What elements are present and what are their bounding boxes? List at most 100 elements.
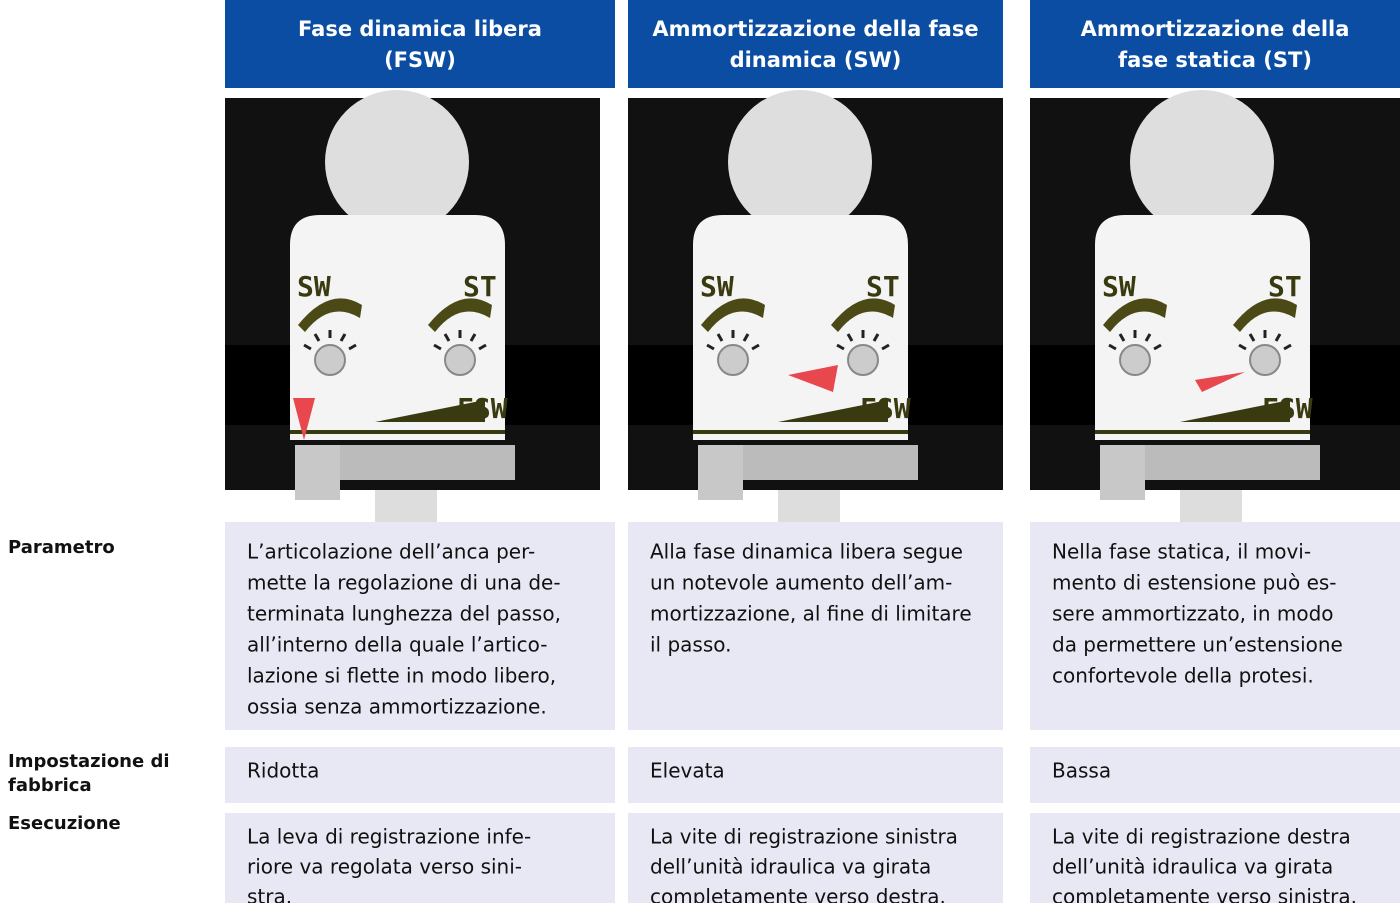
dial-tick bbox=[339, 333, 347, 342]
label: ST bbox=[866, 270, 900, 303]
label: SW bbox=[297, 270, 331, 303]
dial bbox=[314, 344, 346, 376]
dial-tick bbox=[1108, 343, 1117, 351]
cell-text: sere ammortizzato, in modo bbox=[1052, 602, 1334, 626]
cell-text: Nella fase statica, il movi- bbox=[1052, 540, 1311, 564]
dial-tick bbox=[742, 333, 750, 342]
header-cell bbox=[225, 0, 615, 88]
cell-text: confortevole della protesi. bbox=[1052, 664, 1314, 688]
dial-tick bbox=[716, 333, 724, 342]
cell-text: dell’unità idraulica va girata bbox=[1052, 855, 1333, 879]
label: SW bbox=[700, 270, 734, 303]
header-text: fase statica (ST) bbox=[1118, 48, 1312, 72]
ramp bbox=[1180, 400, 1290, 422]
dial-tick bbox=[1248, 333, 1256, 342]
dial-tick bbox=[1238, 343, 1247, 351]
cell-background bbox=[225, 813, 615, 903]
label: ST bbox=[1268, 270, 1302, 303]
scale-arc bbox=[701, 298, 765, 332]
scale-arc bbox=[1103, 298, 1167, 332]
cell-text: completamente verso destra. bbox=[650, 885, 946, 903]
cell-text: La leva di registrazione infe- bbox=[247, 825, 531, 849]
cell-text: stra. bbox=[247, 885, 292, 903]
illustration: SW ST FSW bbox=[1030, 90, 1400, 540]
lever-tip bbox=[698, 445, 743, 500]
cell-text: La vite di registrazione sinistra bbox=[650, 825, 958, 849]
cell-text: da permettere un’estensione bbox=[1052, 633, 1343, 657]
scale-arc bbox=[428, 298, 492, 332]
cell-background bbox=[1030, 747, 1400, 803]
illustration: SW ST FSW bbox=[628, 90, 1003, 540]
cell-text: dell’unità idraulica va girata bbox=[650, 855, 931, 879]
cell-text: Elevata bbox=[650, 759, 725, 783]
dial-tick bbox=[706, 343, 715, 351]
dial-tick bbox=[751, 343, 760, 351]
cell-text: Ridotta bbox=[247, 759, 319, 783]
panel bbox=[693, 215, 908, 440]
row-label: Esecuzione bbox=[8, 813, 121, 834]
dial-tick bbox=[478, 343, 487, 351]
top-knob bbox=[1130, 90, 1274, 234]
cell-text: all’interno della quale l’artico- bbox=[247, 633, 547, 657]
top-knob bbox=[728, 90, 872, 234]
panel bbox=[290, 215, 505, 440]
cell-text: mento di estensione può es- bbox=[1052, 571, 1337, 595]
dial-tick bbox=[303, 343, 312, 351]
cell-background bbox=[1030, 813, 1400, 903]
dial-tick bbox=[1144, 333, 1152, 342]
cell-text: mortizzazione, al fine di limitare bbox=[650, 602, 972, 626]
label: ST bbox=[463, 270, 497, 303]
dial bbox=[1249, 344, 1281, 376]
dial-tick bbox=[313, 333, 321, 342]
label: FSW bbox=[1262, 392, 1313, 425]
dial-tick bbox=[872, 333, 880, 342]
cell-text: Alla fase dinamica libera segue bbox=[650, 540, 963, 564]
dial bbox=[717, 344, 749, 376]
dial bbox=[444, 344, 476, 376]
dial-tick bbox=[881, 343, 890, 351]
label: FSW bbox=[457, 392, 508, 425]
cell-text: L’articolazione dell’anca per- bbox=[247, 540, 535, 564]
lever-tip bbox=[295, 445, 340, 500]
cell-text: Bassa bbox=[1052, 759, 1111, 783]
label: FSW bbox=[860, 392, 911, 425]
header-cell bbox=[1030, 0, 1400, 88]
top-knob bbox=[325, 90, 469, 234]
cell-text: il passo. bbox=[650, 633, 732, 657]
header-text: Fase dinamica libera bbox=[298, 17, 542, 41]
header-text: Ammortizzazione della fase bbox=[652, 17, 978, 41]
scale-arc bbox=[298, 298, 362, 332]
illustration: SW ST FSW bbox=[225, 90, 600, 540]
dial-tick bbox=[846, 333, 854, 342]
dial-tick bbox=[348, 343, 357, 351]
row-label: fabbrica bbox=[8, 775, 92, 796]
cell-text: mette la regolazione di una de- bbox=[247, 571, 561, 595]
dial-tick bbox=[1274, 333, 1282, 342]
dial-tick bbox=[1118, 333, 1126, 342]
cell-text: La vite di registrazione destra bbox=[1052, 825, 1351, 849]
cell-background bbox=[225, 747, 615, 803]
dial bbox=[1119, 344, 1151, 376]
scale-arc bbox=[831, 298, 895, 332]
cell-text: ossia senza ammortizzazione. bbox=[247, 695, 547, 719]
cell-background bbox=[628, 747, 1003, 803]
panel bbox=[1095, 215, 1310, 440]
dial bbox=[847, 344, 879, 376]
header-text: Ammortizzazione della bbox=[1081, 17, 1350, 41]
cell-text: completamente verso sinistra. bbox=[1052, 885, 1357, 903]
indicator-arrow bbox=[788, 365, 838, 392]
indicator-arrow bbox=[293, 398, 315, 440]
dial-tick bbox=[469, 333, 477, 342]
cell-background bbox=[628, 522, 1003, 730]
label: SW bbox=[1102, 270, 1136, 303]
cell-text: terminata lunghezza del passo, bbox=[247, 602, 561, 626]
dial-tick bbox=[836, 343, 845, 351]
ramp bbox=[375, 400, 485, 422]
lever-tip bbox=[1100, 445, 1145, 500]
header-text: dinamica (SW) bbox=[730, 48, 902, 72]
row-label: Parametro bbox=[8, 537, 115, 558]
scale-arc bbox=[1233, 298, 1297, 332]
cell-background bbox=[225, 522, 615, 730]
dial-tick bbox=[443, 333, 451, 342]
